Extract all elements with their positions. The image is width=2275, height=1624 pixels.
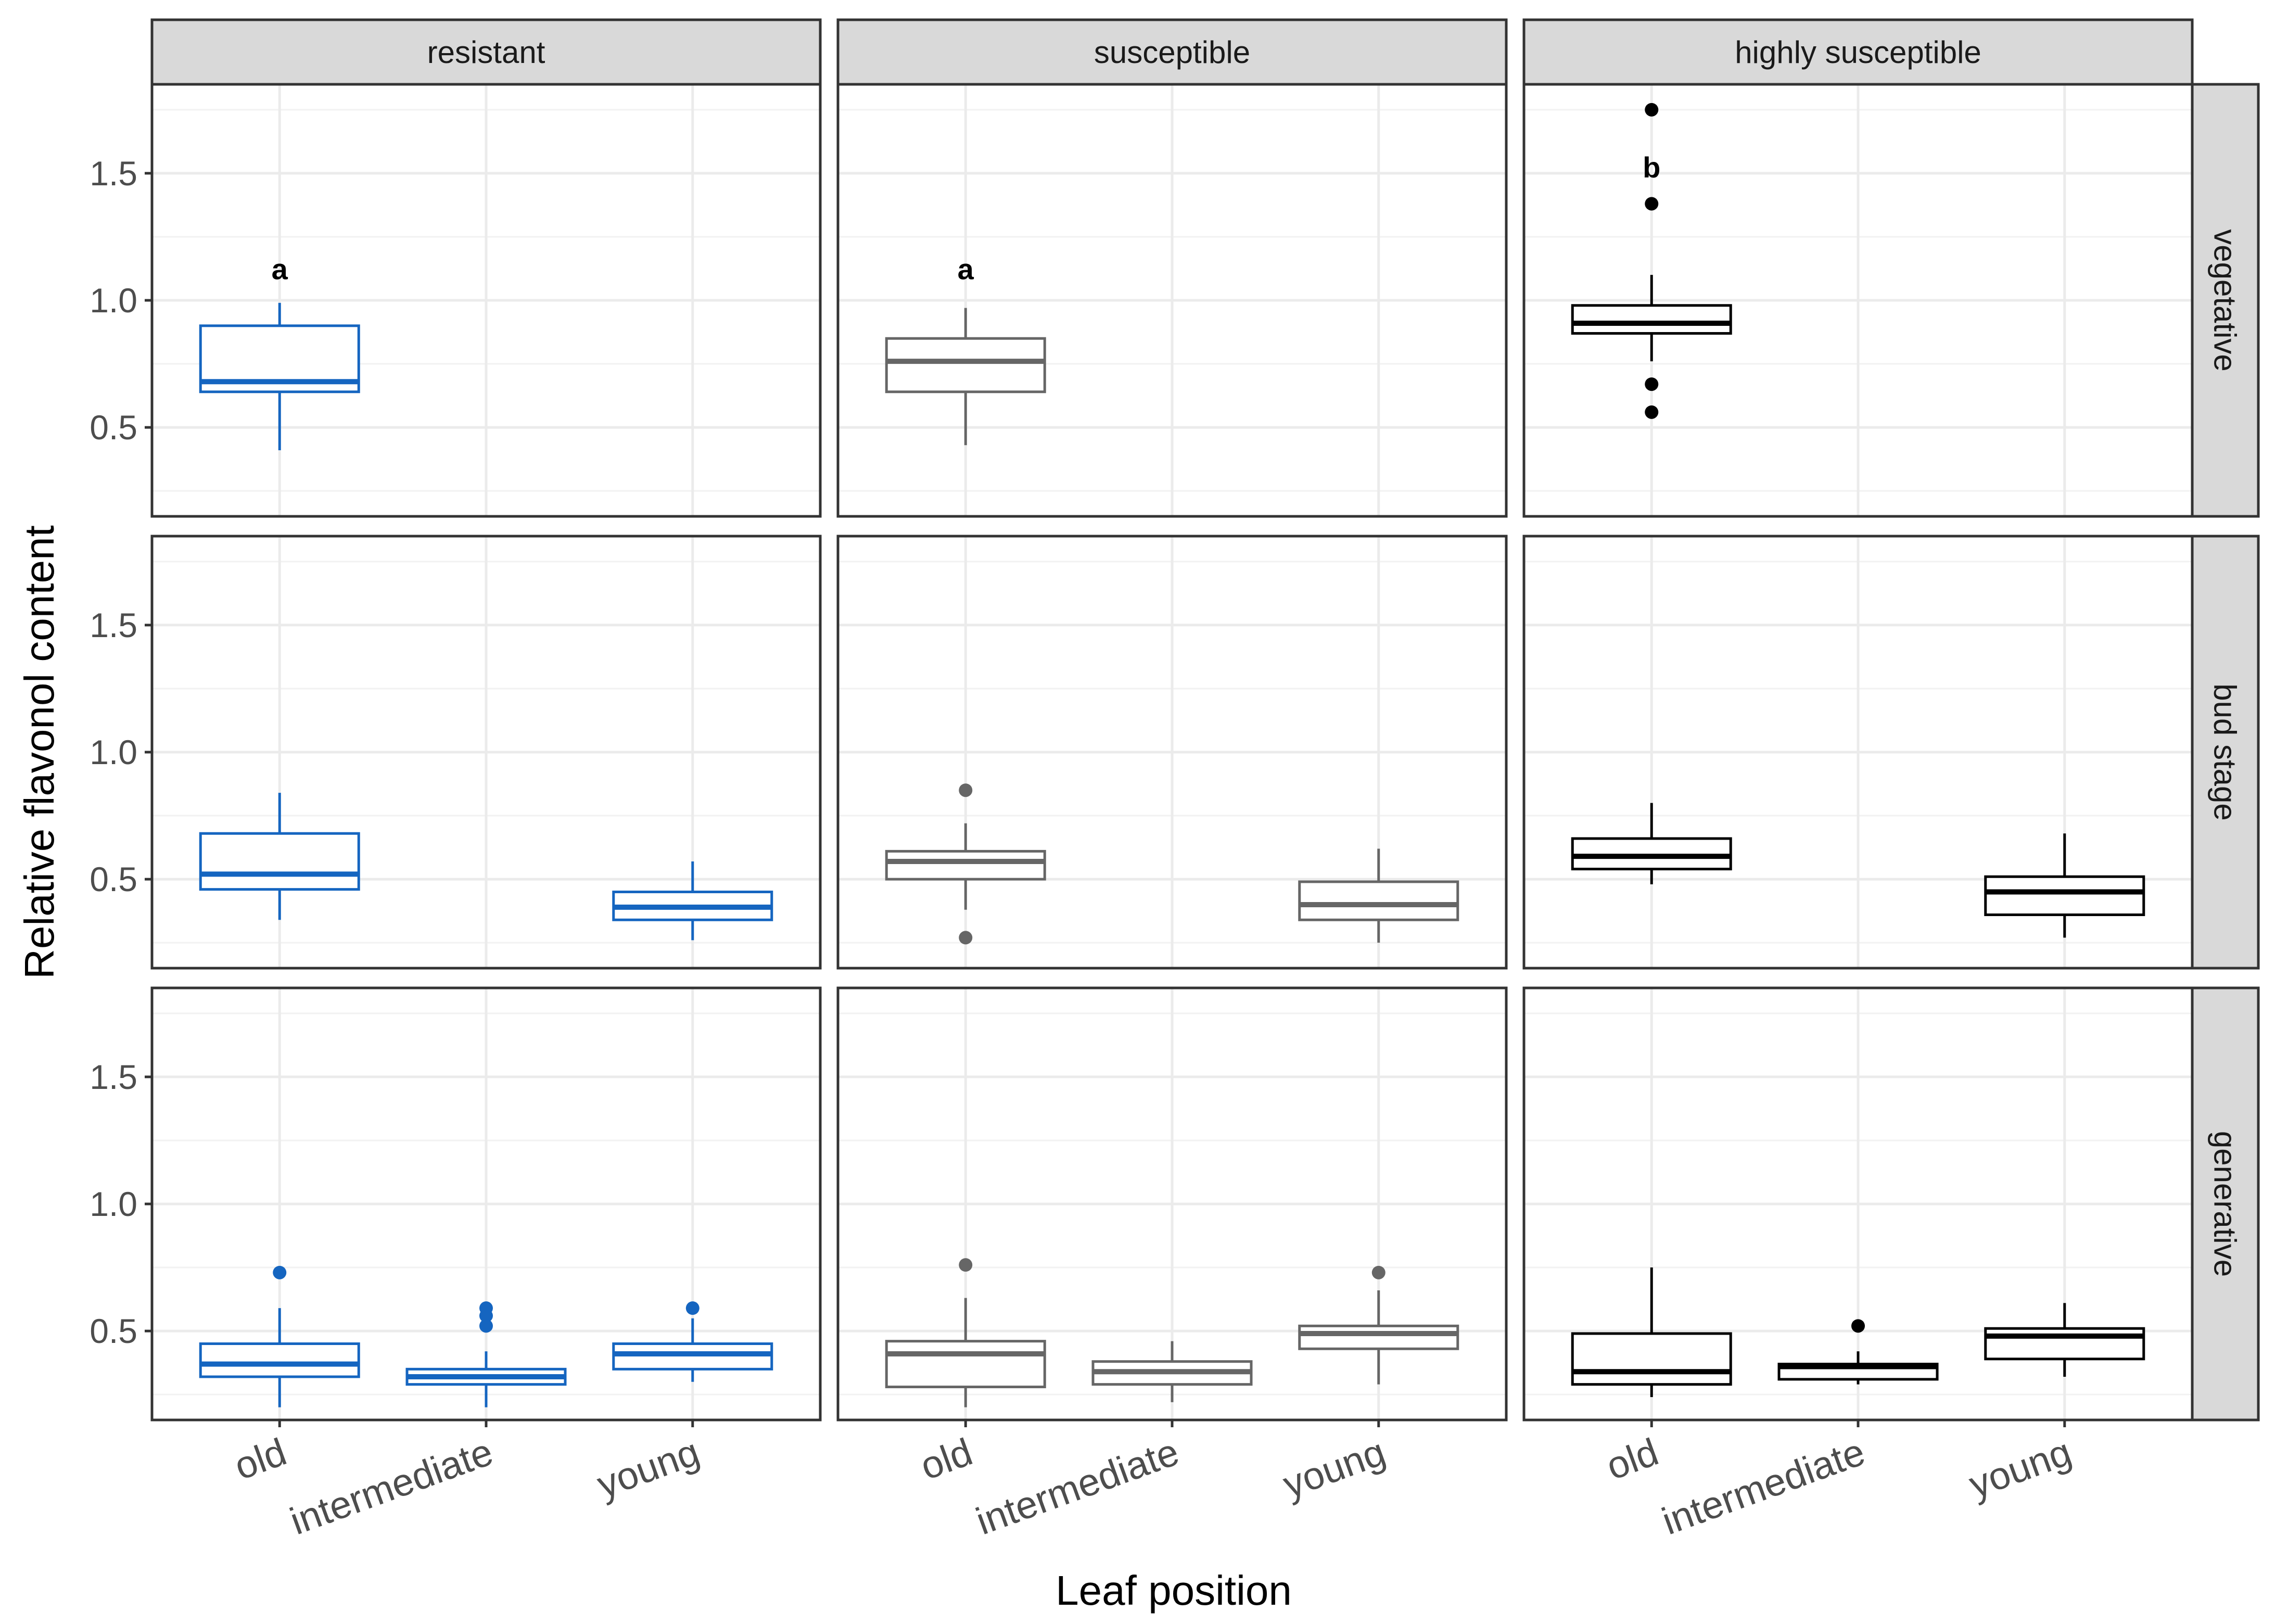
gridlines-layer xyxy=(152,84,2192,1420)
box-resistant-generative-intermediate-outlier-point xyxy=(479,1319,493,1333)
box-highly-susceptible-generative-young-iqr-rect xyxy=(1984,1327,2145,1361)
facet-strip-label-resistant: resistant xyxy=(427,35,545,70)
box-susceptible-generative-young-outlier-point xyxy=(1371,1265,1386,1279)
box-susceptible-generative-young-iqr-rect xyxy=(1298,1324,1459,1350)
y-axis-title: Relative flavonol content xyxy=(16,525,62,979)
x-tick-label-intermediate: intermediate xyxy=(284,1430,498,1543)
y-tick-label: 1.0 xyxy=(90,1185,137,1223)
significance-label: a xyxy=(272,252,288,285)
boxplot-marks-layer: a a b xyxy=(199,103,2145,1407)
box-resistant-bud-stage-old-iqr-rect xyxy=(199,832,360,891)
box-resistant-generative-old-outlier-point xyxy=(273,1265,287,1279)
x-tick-label-old: old xyxy=(1601,1430,1664,1488)
y-tick-label: 0.5 xyxy=(90,860,137,898)
box-susceptible-vegetative-old-iqr-rect xyxy=(885,337,1046,394)
panel-frame-bud-stage-susceptible xyxy=(836,535,1508,970)
axes-layer: 0.51.01.50.51.01.50.51.01.5oldintermedia… xyxy=(90,154,2077,1543)
box-highly-susceptible-vegetative-old-outlier-point xyxy=(1645,377,1659,391)
box-susceptible-bud-stage-old-outlier-point xyxy=(959,931,973,945)
x-tick-label-old: old xyxy=(229,1430,292,1488)
facet-strip-label-susceptible: susceptible xyxy=(1094,35,1250,70)
box-highly-susceptible-generative-old-iqr-rect xyxy=(1571,1332,1732,1386)
box-highly-susceptible-vegetative-old-iqr-rect xyxy=(1571,304,1732,335)
box-highly-susceptible-generative-intermediate-outlier-point xyxy=(1851,1319,1865,1333)
y-tick-label: 0.5 xyxy=(90,1312,137,1350)
facet-strip-label-generative: generative xyxy=(2208,1131,2243,1277)
y-tick-label: 1.5 xyxy=(90,606,137,644)
box-resistant-generative-old-iqr-rect xyxy=(199,1342,360,1378)
box-resistant-generative-young-outlier-point xyxy=(685,1301,700,1315)
box-highly-susceptible-vegetative-old-outlier-point xyxy=(1645,103,1659,117)
x-axis-title: Leaf position xyxy=(1056,1567,1292,1614)
box-resistant-generative-intermediate-outlier-point xyxy=(479,1309,493,1323)
box-highly-susceptible-vegetative-old-outlier-point xyxy=(1645,405,1659,419)
x-tick-label-young: young xyxy=(1277,1430,1391,1506)
y-tick-label: 1.0 xyxy=(90,281,137,320)
box-highly-susceptible-bud-stage-young-iqr-rect xyxy=(1984,875,2145,916)
y-tick-label: 0.5 xyxy=(90,408,137,447)
y-tick-label: 1.5 xyxy=(90,154,137,193)
facet-strip-bud-stage xyxy=(2191,535,2260,970)
facet-strip-generative xyxy=(2191,986,2260,1422)
facet-strip-highly-susceptible xyxy=(1522,18,2194,86)
facet-strips-layer: resistant susceptible highly susceptible ve… xyxy=(150,18,2260,1422)
significance-label: a xyxy=(958,252,974,285)
box-susceptible-bud-stage-old-iqr-rect xyxy=(885,849,1046,881)
box-susceptible-bud-stage-young-iqr-rect xyxy=(1298,880,1459,921)
x-tick-label-old: old xyxy=(915,1430,978,1488)
y-tick-label: 1.0 xyxy=(90,733,137,771)
y-tick-label: 1.5 xyxy=(90,1058,137,1096)
box-highly-susceptible-vegetative-old-outlier-point xyxy=(1645,197,1659,211)
facet-strip-resistant xyxy=(150,18,822,86)
facet-strip-vegetative xyxy=(2191,83,2260,518)
box-susceptible-generative-old-iqr-rect xyxy=(885,1340,1046,1389)
box-susceptible-generative-old-outlier-point xyxy=(959,1258,973,1272)
significance-label: b xyxy=(1643,151,1660,184)
x-tick-label-intermediate: intermediate xyxy=(1656,1430,1870,1543)
x-tick-label-young: young xyxy=(591,1430,705,1506)
box-susceptible-bud-stage-old-outlier-point xyxy=(959,783,973,797)
facet-strip-label-highly-susceptible: highly susceptible xyxy=(1735,35,1981,70)
facet-strip-label-vegetative: vegetative xyxy=(2208,229,2243,372)
x-tick-label-intermediate: intermediate xyxy=(970,1430,1184,1543)
x-tick-label-young: young xyxy=(1963,1430,2077,1506)
facet-strip-susceptible xyxy=(836,18,1508,86)
panel-frames-layer xyxy=(150,83,2194,1422)
facet-strip-label-bud-stage: bud stage xyxy=(2208,683,2243,821)
